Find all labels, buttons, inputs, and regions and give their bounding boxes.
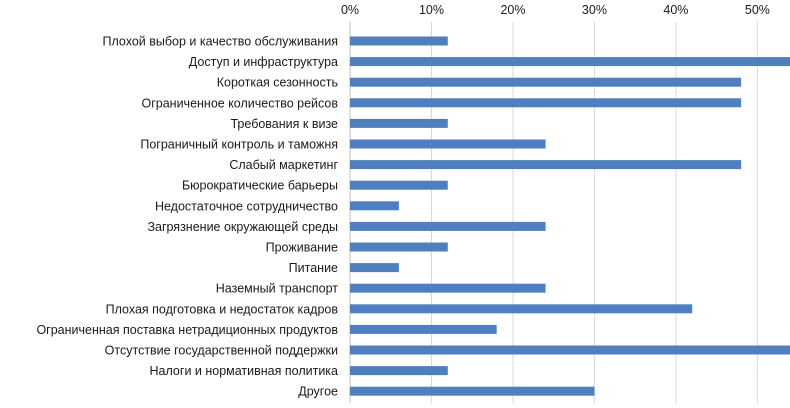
category-label: Наземный транспорт [216, 282, 338, 296]
bar [350, 139, 546, 149]
bar [350, 77, 742, 87]
category-label: Загрязнение окружающей среды [147, 220, 338, 234]
category-label: Питание [289, 261, 338, 275]
category-label: Бюрократические барьеры [182, 179, 338, 193]
bar [350, 366, 448, 376]
bars [350, 36, 790, 396]
category-label: Слабый маркетинг [229, 158, 338, 172]
bar [350, 263, 399, 273]
x-tick-label: 50% [745, 3, 770, 17]
x-tick-label: 20% [500, 3, 525, 17]
bar [350, 345, 790, 355]
category-label: Отсутствие государственной поддержки [105, 344, 338, 358]
category-labels: Плохой выбор и качество обслуживания Дост… [36, 35, 338, 399]
category-label: Ограниченное количество рейсов [141, 96, 338, 110]
category-label: Налоги и нормативная политика [150, 364, 339, 378]
category-label: Требования к визе [231, 117, 339, 131]
bar [350, 57, 790, 67]
bar [350, 242, 448, 252]
bar [350, 324, 497, 334]
bar [350, 283, 546, 293]
bar [350, 98, 742, 108]
category-label: Короткая сезонность [217, 76, 338, 90]
category-label: Ограниченная поставка нетрадиционных про… [36, 323, 338, 337]
x-tick-label: 0% [341, 3, 359, 17]
category-label: Недостаточное сотрудничество [155, 199, 338, 213]
bar [350, 201, 399, 211]
bar [350, 386, 595, 396]
category-label: Пограничный контроль и таможня [140, 138, 338, 152]
bar [350, 36, 448, 46]
bar [350, 304, 693, 314]
bar [350, 160, 742, 170]
category-label: Плохая подготовка и недостаток кадров [106, 302, 339, 316]
bar [350, 221, 546, 231]
x-axis-ticks: 0% 10% 20% 30% 40% 50% [341, 3, 770, 17]
x-tick-label: 10% [419, 3, 444, 17]
category-label: Другое [298, 385, 338, 399]
x-tick-label: 30% [582, 3, 607, 17]
category-label: Плохой выбор и качество обслуживания [102, 35, 338, 49]
bar [350, 180, 448, 190]
x-tick-label: 40% [663, 3, 688, 17]
bar [350, 118, 448, 128]
category-label: Доступ и инфраструктура [189, 55, 338, 69]
category-label: Проживание [266, 241, 338, 255]
